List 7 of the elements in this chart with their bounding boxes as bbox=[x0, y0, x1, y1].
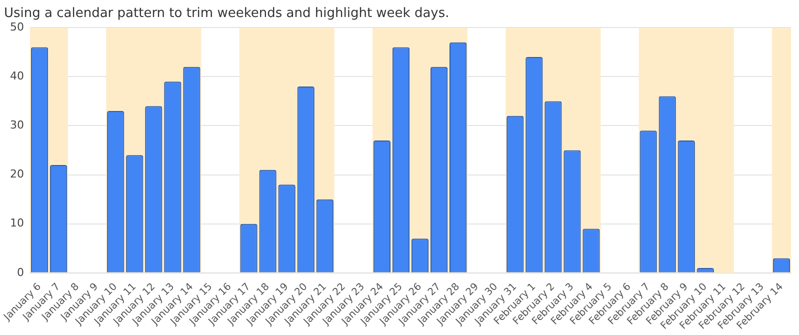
y-tick-label: 10 bbox=[10, 216, 24, 230]
y-tick-label: 30 bbox=[10, 118, 24, 132]
chart-title: Using a calendar pattern to trim weekends and highlight week days. bbox=[4, 6, 450, 22]
y-tick-label: 50 bbox=[10, 20, 24, 34]
y-tick-label: 40 bbox=[10, 70, 24, 83]
y-tick-label: 0 bbox=[16, 266, 24, 279]
y-tick-label: 20 bbox=[10, 168, 24, 181]
